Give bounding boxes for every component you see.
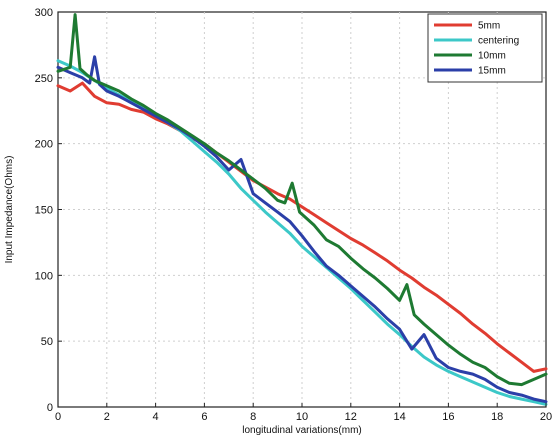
x-axis-title: longitudinal variations(mm): [242, 425, 362, 436]
legend: 5mm centering 10mm 15mm: [427, 13, 543, 83]
x-axis-ticks: 0 2 4 6 8 10 12 14 16 18 20: [55, 403, 552, 423]
series-line-centering: [56, 59, 548, 406]
y-tick-label: 150: [35, 205, 53, 217]
y-tick-label: 0: [47, 402, 53, 414]
gridlines: [58, 12, 546, 407]
y-tick-label: 250: [35, 73, 53, 85]
x-tick-label: 12: [345, 411, 357, 423]
y-tick-label: 200: [35, 139, 53, 151]
y-axis-title: Input Impedance(Ohms): [4, 156, 15, 264]
x-tick-label: 18: [491, 411, 503, 423]
y-axis-ticks: 0 50 100 150 200 250 300: [35, 7, 62, 414]
x-tick-label: 16: [442, 411, 454, 423]
x-tick-label: 14: [393, 411, 405, 423]
x-tick-label: 10: [296, 411, 308, 423]
legend-label: 5mm: [478, 21, 500, 32]
series-group: [56, 13, 548, 406]
y-tick-label: 50: [41, 336, 53, 348]
x-tick-label: 20: [540, 411, 552, 423]
series-line-15mm: [56, 55, 548, 404]
legend-label: 10mm: [478, 51, 506, 62]
x-tick-label: 0: [55, 411, 61, 423]
x-tick-label: 8: [250, 411, 256, 423]
x-tick-label: 6: [201, 411, 207, 423]
series-line-10mm: [56, 13, 548, 387]
legend-label: 15mm: [478, 66, 506, 77]
legend-label: centering: [478, 36, 519, 47]
y-tick-label: 300: [35, 7, 53, 19]
x-tick-label: 4: [153, 411, 159, 423]
series-line-5mm: [56, 81, 548, 373]
x-tick-label: 2: [104, 411, 110, 423]
y-tick-label: 100: [35, 270, 53, 282]
